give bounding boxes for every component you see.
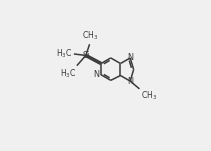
Text: N: N [128, 53, 134, 62]
Text: N: N [128, 77, 134, 86]
Text: Si: Si [83, 51, 90, 60]
Text: N: N [93, 70, 99, 79]
Text: H$_3$C: H$_3$C [60, 67, 76, 80]
Text: CH$_3$: CH$_3$ [141, 90, 158, 102]
Text: CH$_3$: CH$_3$ [82, 30, 99, 42]
Text: H$_3$C: H$_3$C [56, 47, 73, 60]
